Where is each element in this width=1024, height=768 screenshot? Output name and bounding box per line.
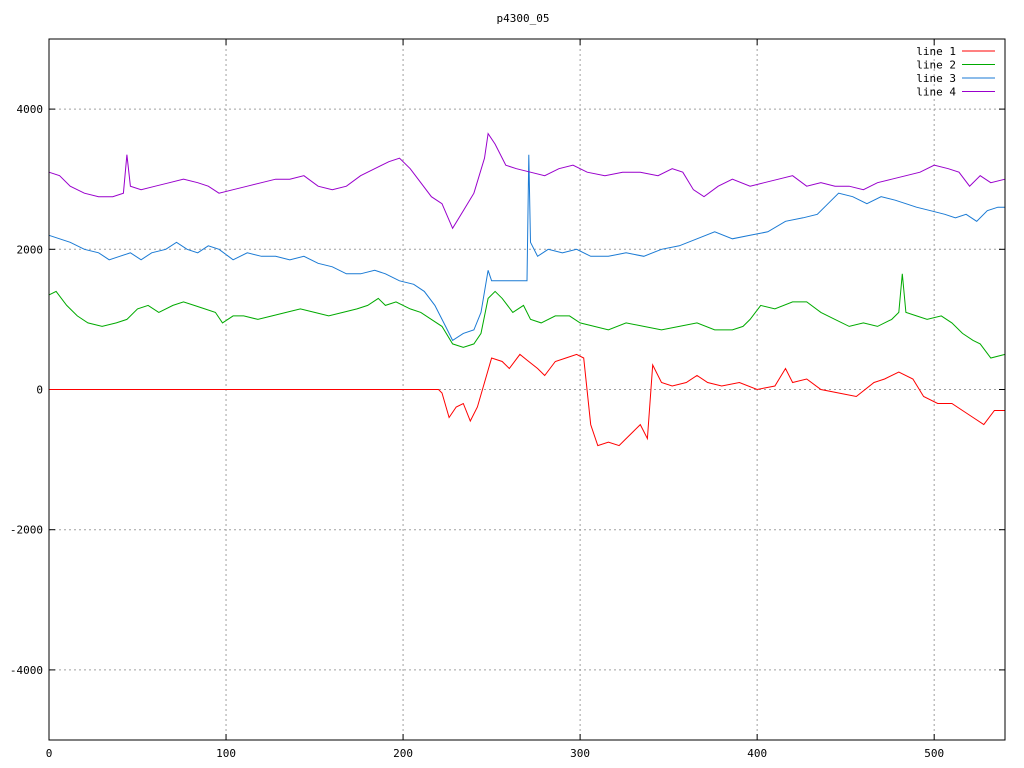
chart-title: p4300_05 xyxy=(497,12,550,25)
series-lines xyxy=(48,132,1006,447)
y-tick-label: -2000 xyxy=(10,524,43,537)
legend-label: line 1 xyxy=(916,45,956,58)
series-line-4 xyxy=(48,132,1006,230)
legend-label: line 4 xyxy=(916,86,956,99)
series-line-2 xyxy=(48,273,1006,359)
x-tick-label: 100 xyxy=(216,747,236,760)
y-tick-label: 4000 xyxy=(17,103,44,116)
series-line-3 xyxy=(48,154,1005,342)
x-tick-label: 400 xyxy=(747,747,767,760)
series-line-1 xyxy=(49,353,1005,447)
legend-label: line 2 xyxy=(916,59,956,72)
x-tick-label: 0 xyxy=(46,747,53,760)
y-tick-labels: -4000 -2000 0 2000 4000 xyxy=(10,103,43,677)
x-tick-labels: 0 100 200 300 400 500 xyxy=(46,747,944,760)
x-tick-label: 300 xyxy=(570,747,590,760)
y-tick-label: 2000 xyxy=(17,243,44,256)
y-tick-label: 0 xyxy=(36,384,43,397)
plot-frame xyxy=(48,38,1006,741)
x-tick-label: 500 xyxy=(924,747,944,760)
y-tick-label: -4000 xyxy=(10,664,43,677)
legend-label: line 3 xyxy=(916,72,956,85)
x-tick-label: 200 xyxy=(393,747,413,760)
